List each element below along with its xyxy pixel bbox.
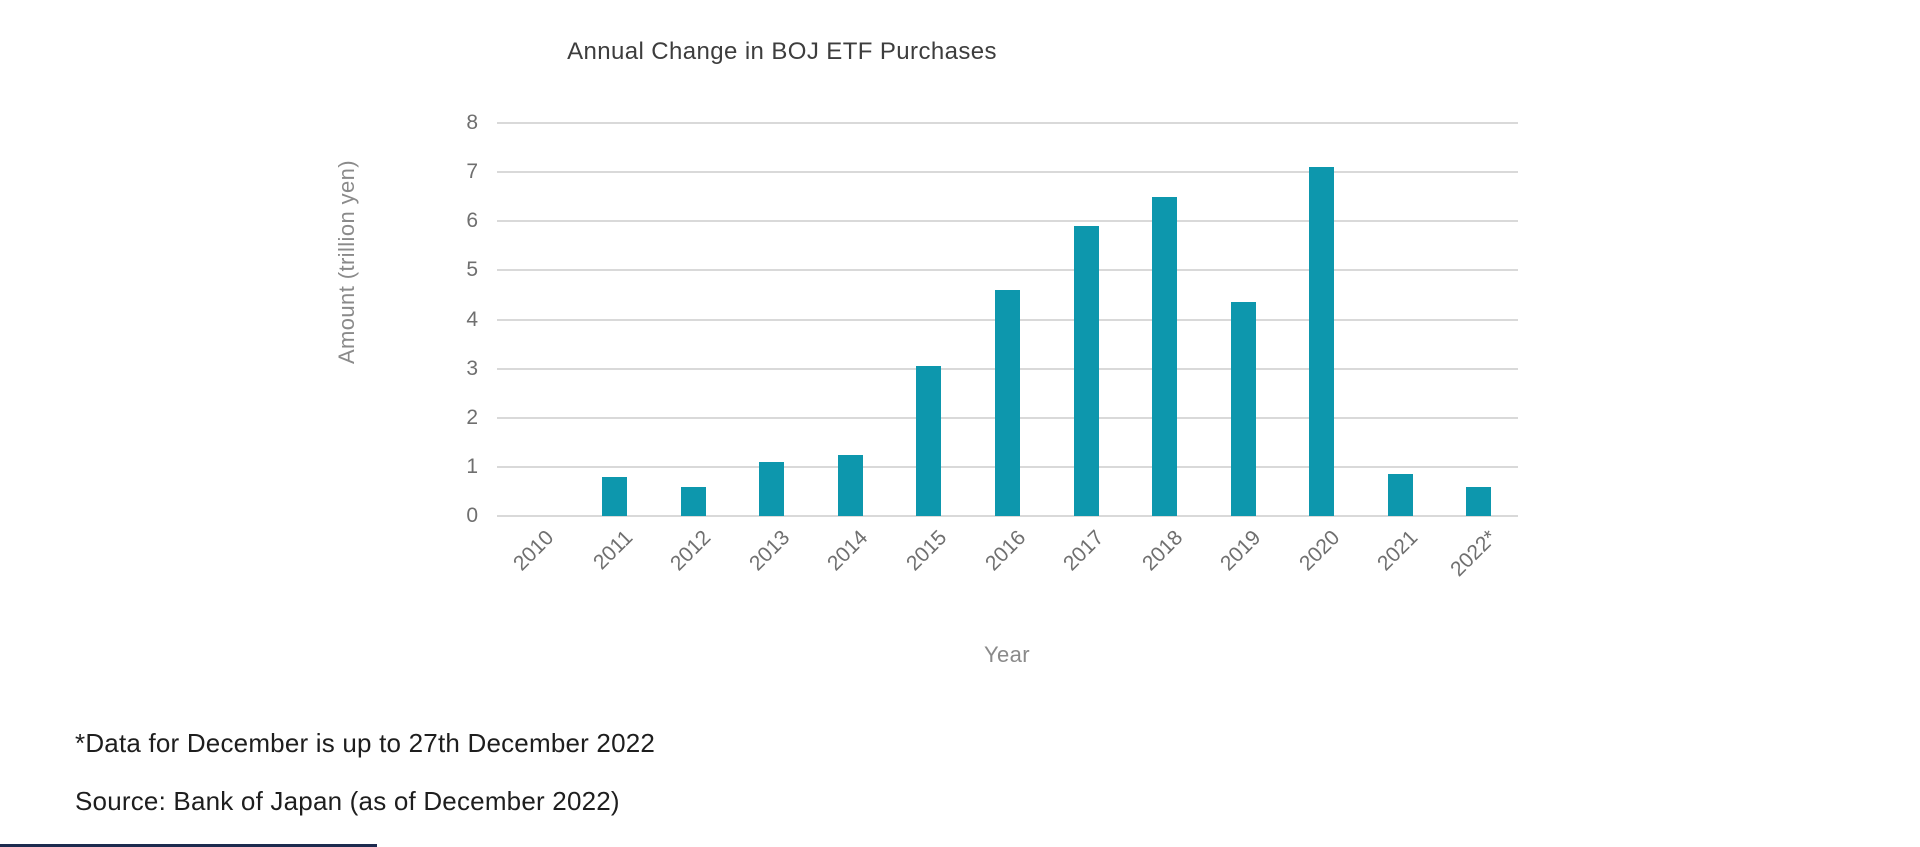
x-tick-label-2012: 2012 xyxy=(665,526,716,576)
x-tick-label-2015: 2015 xyxy=(901,526,952,576)
bar-2021 xyxy=(1388,474,1413,516)
x-tick-label-2013: 2013 xyxy=(744,526,795,576)
bar-2016 xyxy=(995,290,1020,516)
gridline-y8 xyxy=(497,122,1518,124)
bar-2022 xyxy=(1466,487,1491,516)
bar-2017 xyxy=(1074,226,1099,516)
footnote-source: Source: Bank of Japan (as of December 20… xyxy=(75,786,620,816)
x-tick-label-2018: 2018 xyxy=(1137,526,1188,576)
bar-2020 xyxy=(1309,167,1334,516)
y-tick-label-0: 0 xyxy=(466,504,478,527)
x-tick-label-2020: 2020 xyxy=(1294,526,1345,576)
chart-title: Annual Change in BOJ ETF Purchases xyxy=(567,38,997,65)
y-tick-label-4: 4 xyxy=(466,308,478,331)
y-tick-label-7: 7 xyxy=(466,160,478,183)
gridline-y5 xyxy=(497,269,1518,271)
x-tick-label-2019: 2019 xyxy=(1215,526,1266,576)
bar-2012 xyxy=(681,487,706,516)
bar-2019 xyxy=(1231,302,1256,516)
y-tick-label-6: 6 xyxy=(466,209,478,232)
bar-2015 xyxy=(916,366,941,516)
bottom-accent-bar xyxy=(0,844,377,847)
bar-2011 xyxy=(602,477,627,516)
bar-2018 xyxy=(1152,197,1177,516)
gridline-y0 xyxy=(497,515,1518,517)
plot-area xyxy=(497,122,1518,517)
y-axis-title: Amount (trillion yen) xyxy=(334,159,359,365)
gridline-y6 xyxy=(497,220,1518,222)
gridline-y7 xyxy=(497,171,1518,173)
bar-2014 xyxy=(838,455,863,516)
y-tick-label-5: 5 xyxy=(466,258,478,281)
x-tick-label-2011: 2011 xyxy=(589,526,638,575)
x-tick-label-2016: 2016 xyxy=(980,526,1031,576)
bar-2013 xyxy=(759,462,784,516)
footnote-data-cutoff: *Data for December is up to 27th Decembe… xyxy=(75,728,656,758)
x-axis-title: Year xyxy=(983,642,1031,667)
y-tick-label-2: 2 xyxy=(466,406,478,429)
x-tick-label-2010: 2010 xyxy=(508,526,559,576)
x-tick-label-2022: 2022* xyxy=(1446,526,1502,582)
y-tick-label-1: 1 xyxy=(466,455,478,478)
x-tick-label-2014: 2014 xyxy=(822,526,873,576)
x-tick-label-2021: 2021 xyxy=(1372,526,1423,576)
x-tick-label-2017: 2017 xyxy=(1058,526,1109,576)
y-tick-label-3: 3 xyxy=(466,357,478,380)
y-tick-label-8: 8 xyxy=(466,111,478,134)
